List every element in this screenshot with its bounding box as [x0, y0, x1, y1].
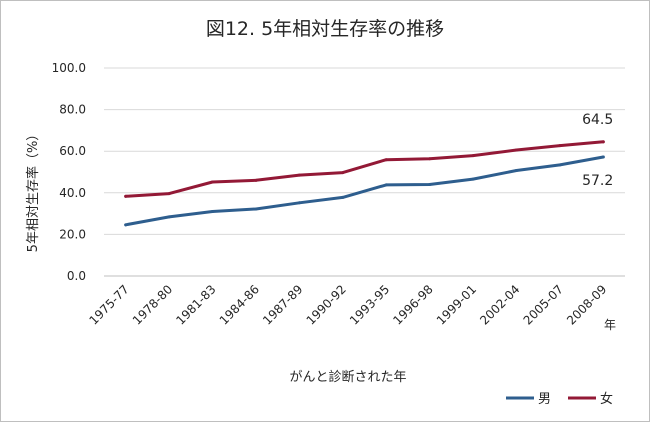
gridlines [104, 67, 625, 277]
y-axis-label: 5年相対生存率（%） [25, 128, 41, 253]
data-point-0-10 [558, 163, 562, 167]
chart-title: 図12. 5年相対生存率の推移 [206, 18, 444, 40]
data-point-1-0 [124, 194, 128, 198]
data-point-0-5 [341, 195, 345, 199]
y-axis-ticks: 0.0 20.0 40.0 60.0 80.0 100.0 [52, 61, 86, 283]
data-point-0-9 [514, 169, 518, 173]
x-tick-label: 2005-07 [521, 282, 566, 327]
data-point-0-6 [384, 183, 388, 187]
data-point-1-3 [254, 178, 258, 182]
data-point-0-8 [471, 177, 475, 181]
y-tick-label: 0.0 [67, 269, 86, 283]
data-point-0-3 [254, 207, 258, 211]
end-label-1: 64.5 [582, 112, 613, 128]
y-tick-label: 100.0 [52, 61, 86, 75]
data-point-1-4 [297, 173, 301, 177]
x-tick-label: 2002-04 [477, 282, 522, 327]
data-point-1-6 [384, 158, 388, 162]
x-tick-label: 1984-86 [217, 282, 262, 327]
data-point-0-11 [601, 155, 605, 159]
y-tick-label: 60.0 [59, 144, 86, 158]
series-line-0 [124, 155, 605, 227]
x-tick-label: 1999-01 [434, 282, 479, 327]
x-tick-label: 1981-83 [173, 282, 218, 327]
x-tick-label: 1996-98 [390, 282, 435, 327]
x-tick-label: 1993-95 [347, 282, 392, 327]
data-point-1-1 [167, 192, 171, 196]
data-point-1-5 [341, 171, 345, 175]
legend-label-0: 男 [538, 392, 551, 407]
x-axis-label: がんと診断された年 [289, 369, 406, 385]
x-axis-ticks: 1975-771978-801981-831984-861987-891990-… [86, 282, 609, 327]
data-point-1-7 [428, 157, 432, 161]
data-point-0-1 [167, 215, 171, 219]
x-tick-label: 2008-09 [564, 282, 609, 327]
x-tick-label: 1975-77 [86, 282, 131, 327]
series-lines [124, 140, 605, 227]
end-label-0: 57.2 [582, 173, 613, 189]
data-point-0-2 [211, 210, 215, 214]
data-point-1-2 [211, 180, 215, 184]
y-tick-label: 40.0 [59, 186, 86, 200]
y-tick-label: 80.0 [59, 103, 86, 117]
x-tick-label: 1978-80 [130, 282, 175, 327]
data-point-1-8 [471, 154, 475, 158]
series-line-1 [124, 140, 605, 198]
data-point-1-10 [558, 144, 562, 148]
x-axis-unit: 年 [604, 318, 616, 332]
legend-label-1: 女 [600, 391, 613, 407]
data-point-1-9 [514, 148, 518, 152]
data-labels: 57.2 64.5 [582, 112, 613, 189]
data-point-0-7 [428, 182, 432, 186]
data-point-0-4 [297, 201, 301, 205]
y-tick-label: 20.0 [59, 227, 86, 241]
legend: 男女 [506, 391, 613, 407]
data-point-1-11 [601, 140, 605, 144]
x-tick-label: 1990-92 [304, 282, 349, 327]
data-point-0-0 [124, 223, 128, 227]
x-tick-label: 1987-89 [260, 282, 305, 327]
